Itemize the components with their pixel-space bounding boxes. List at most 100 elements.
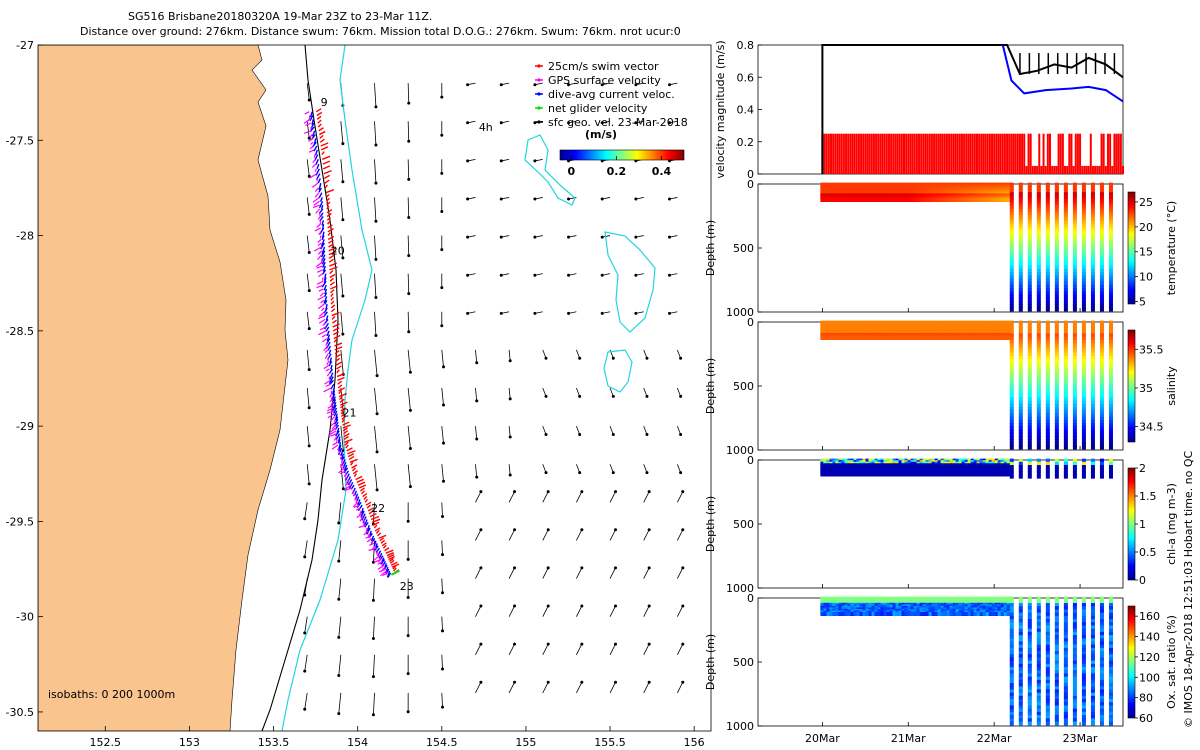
profile-point — [892, 612, 897, 616]
profile-point — [1018, 442, 1023, 447]
profile-point — [1045, 461, 1050, 466]
sfc-geo-arrow — [304, 654, 308, 672]
profile-point — [1063, 288, 1068, 293]
profile-point — [1090, 294, 1095, 299]
profile-point — [1036, 336, 1041, 341]
profile-point — [1054, 195, 1059, 200]
dive-avg-velocity — [328, 368, 334, 374]
gps-velocity — [344, 484, 352, 490]
profile-point — [1063, 410, 1068, 415]
profile-point — [1027, 416, 1032, 421]
profile-point — [1009, 185, 1014, 190]
profile-point — [1072, 349, 1077, 354]
swim-vector — [316, 111, 323, 117]
profile-point — [1009, 705, 1014, 710]
gps-velocity — [358, 524, 367, 529]
profile-point — [1009, 670, 1014, 675]
sfc-geo-arrowhead — [337, 673, 341, 677]
swim-vector — [326, 205, 330, 210]
gps-velocity — [324, 349, 329, 354]
profile-point — [871, 198, 876, 202]
profile-point — [1009, 269, 1014, 274]
profile-point — [1018, 702, 1023, 707]
dive-avg-velocity — [332, 387, 335, 395]
swim-vector — [341, 418, 345, 423]
profile-point — [1072, 285, 1077, 290]
sfc-geo-arrow — [643, 491, 650, 503]
dive-avg-velocity — [330, 383, 335, 390]
profile-point — [1108, 246, 1113, 251]
dive-avg-velocity — [337, 444, 342, 452]
profile-point — [1027, 205, 1032, 210]
profile-point — [1009, 394, 1014, 399]
profile-point — [1018, 625, 1023, 630]
swim-vector — [389, 559, 395, 564]
profile-point — [1090, 423, 1095, 428]
sfc-geo-arrowhead — [341, 294, 345, 298]
sfc-geo-arrowhead — [441, 591, 445, 595]
profile-point — [1090, 362, 1095, 367]
sfc-geo-arrow — [576, 682, 583, 694]
profile-point — [1009, 214, 1014, 219]
profile-point — [1063, 346, 1068, 351]
profile-point — [1072, 221, 1077, 226]
swim-vector — [329, 270, 334, 275]
profile-point — [1099, 265, 1104, 270]
profile-point — [1063, 413, 1068, 418]
profile-point — [1099, 365, 1104, 370]
profile-point — [832, 612, 837, 616]
profile-point — [841, 198, 846, 202]
profile-point — [1108, 378, 1113, 383]
profile-point — [1009, 442, 1014, 447]
profile-point — [1018, 224, 1023, 229]
sfc-geo-arrowhead — [408, 408, 412, 412]
sfc-geo-arrowhead — [613, 604, 617, 608]
sfc-geo-arrowhead — [440, 209, 444, 213]
profile-point — [1045, 465, 1050, 470]
profile-point — [1009, 387, 1014, 392]
profile-point — [1027, 217, 1032, 222]
profile-point — [1063, 304, 1068, 309]
profile-point — [1099, 208, 1104, 213]
profile-point — [1099, 224, 1104, 229]
panel-y-tick-label: 0 — [747, 168, 754, 181]
sfc-geo-arrowhead — [371, 675, 375, 679]
gps-velocity — [324, 379, 331, 385]
profile-point — [1108, 468, 1113, 473]
profile-point — [1054, 288, 1059, 293]
isobath-1000m — [281, 45, 373, 731]
profile-point — [1018, 394, 1023, 399]
velocity-series-line — [1001, 44, 1124, 103]
colorbar-tick-label: 34.5 — [1139, 421, 1164, 434]
profile-point — [1063, 330, 1068, 335]
profile-point — [1090, 224, 1095, 229]
swim-vector — [384, 547, 390, 552]
profile-point — [1036, 407, 1041, 412]
profile-point — [1054, 423, 1059, 428]
sfc-geo-arrow — [374, 197, 377, 222]
swim-vector — [323, 165, 331, 170]
gps-velocity — [316, 284, 324, 289]
profile-point — [874, 612, 879, 616]
profile-point — [1009, 391, 1014, 396]
swim-vector — [348, 455, 355, 461]
swim-vector — [335, 353, 342, 359]
profile-point — [1081, 288, 1086, 293]
dive-avg-velocity — [333, 410, 338, 417]
sfc-geo-arrow — [374, 83, 377, 107]
panel-ylabel: Depth (m) — [704, 634, 717, 690]
gps-velocity — [314, 227, 321, 232]
profile-point — [1027, 233, 1032, 238]
profile-point — [1090, 275, 1095, 280]
profile-point — [1036, 269, 1041, 274]
profile-point — [997, 472, 1002, 477]
profile-point — [1009, 362, 1014, 367]
profile-point — [949, 336, 954, 340]
profile-point — [1018, 660, 1023, 665]
profile-point — [958, 612, 963, 616]
profile-point — [1009, 281, 1014, 286]
profile-point — [1018, 699, 1023, 704]
gps-velocity — [313, 246, 322, 252]
sfc-geo-arrow — [609, 567, 616, 579]
profile-point — [1054, 465, 1059, 470]
